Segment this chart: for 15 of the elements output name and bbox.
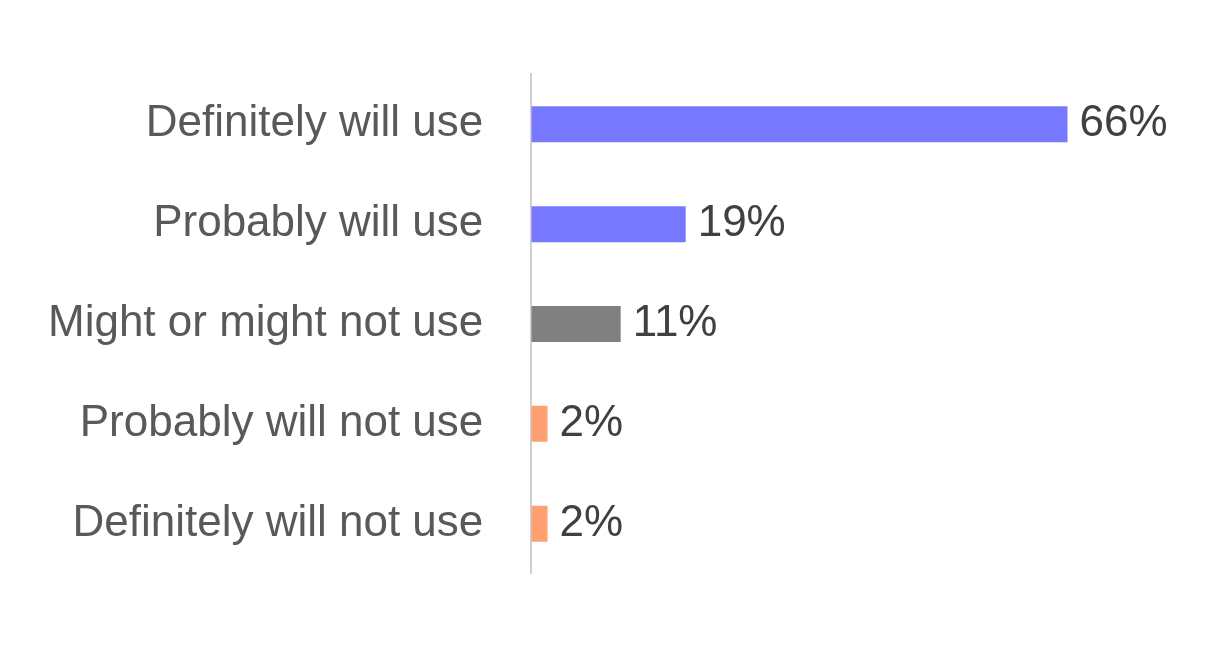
- y-tick-label: Probably will not use: [79, 395, 484, 445]
- data-label: 2%: [559, 495, 624, 545]
- bar: [531, 505, 548, 542]
- data-label: 2%: [559, 395, 624, 445]
- y-tick-label: Definitely will not use: [72, 495, 484, 545]
- bar: [531, 405, 548, 442]
- y-tick-label: Definitely will use: [145, 96, 484, 146]
- data-label: 11%: [632, 296, 718, 346]
- bar: [531, 206, 686, 243]
- bar: [531, 306, 621, 342]
- data-label: 19%: [697, 196, 786, 246]
- bar: [531, 106, 1068, 143]
- y-tick-label: Might or might not use: [47, 296, 484, 346]
- y-tick-label: Probably will use: [153, 196, 484, 246]
- data-label: 66%: [1079, 96, 1168, 146]
